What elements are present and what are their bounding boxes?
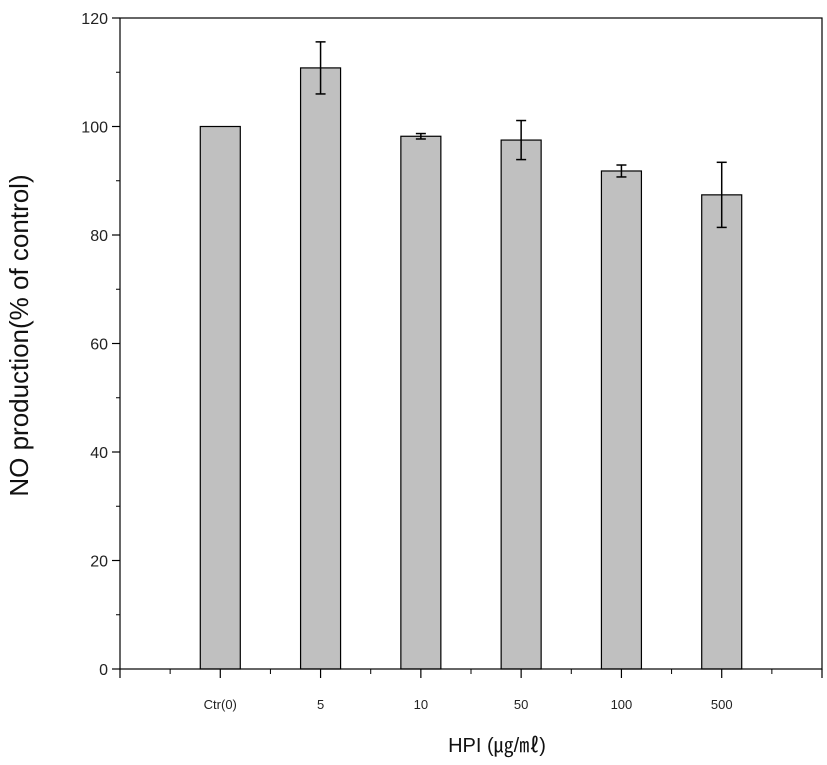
y-tick-label: 60 xyxy=(90,337,108,354)
y-axis-ticks: 0 20 40 60 80 100 120 xyxy=(81,11,120,679)
y-tick-label: 20 xyxy=(90,554,108,571)
y-tick-label: 120 xyxy=(81,11,108,28)
bar xyxy=(600,170,643,670)
bar xyxy=(299,67,342,670)
x-tick-label: 10 xyxy=(414,697,428,712)
y-tick-label: 40 xyxy=(90,445,108,462)
bars: Ctr(0) 5 10 50 100 500 xyxy=(199,41,743,712)
x-tick-label: 50 xyxy=(514,697,528,712)
bar xyxy=(500,139,542,670)
y-tick-label: 100 xyxy=(81,120,108,137)
bar xyxy=(701,194,743,670)
x-tick-label: 100 xyxy=(611,697,633,712)
y-tick-label: 0 xyxy=(99,662,108,679)
x-tick-label: 500 xyxy=(711,697,733,712)
bar xyxy=(199,125,241,670)
y-axis-title: NO production(% of control) xyxy=(4,174,34,496)
x-axis-title: HPI (㎍/㎖) xyxy=(448,735,546,757)
y-tick-label: 80 xyxy=(90,228,108,245)
bar xyxy=(400,135,442,670)
x-tick-label: Ctr(0) xyxy=(204,697,237,712)
plot-frame xyxy=(119,17,823,670)
x-axis-ticks xyxy=(119,669,823,678)
x-tick-label: 5 xyxy=(317,697,324,712)
